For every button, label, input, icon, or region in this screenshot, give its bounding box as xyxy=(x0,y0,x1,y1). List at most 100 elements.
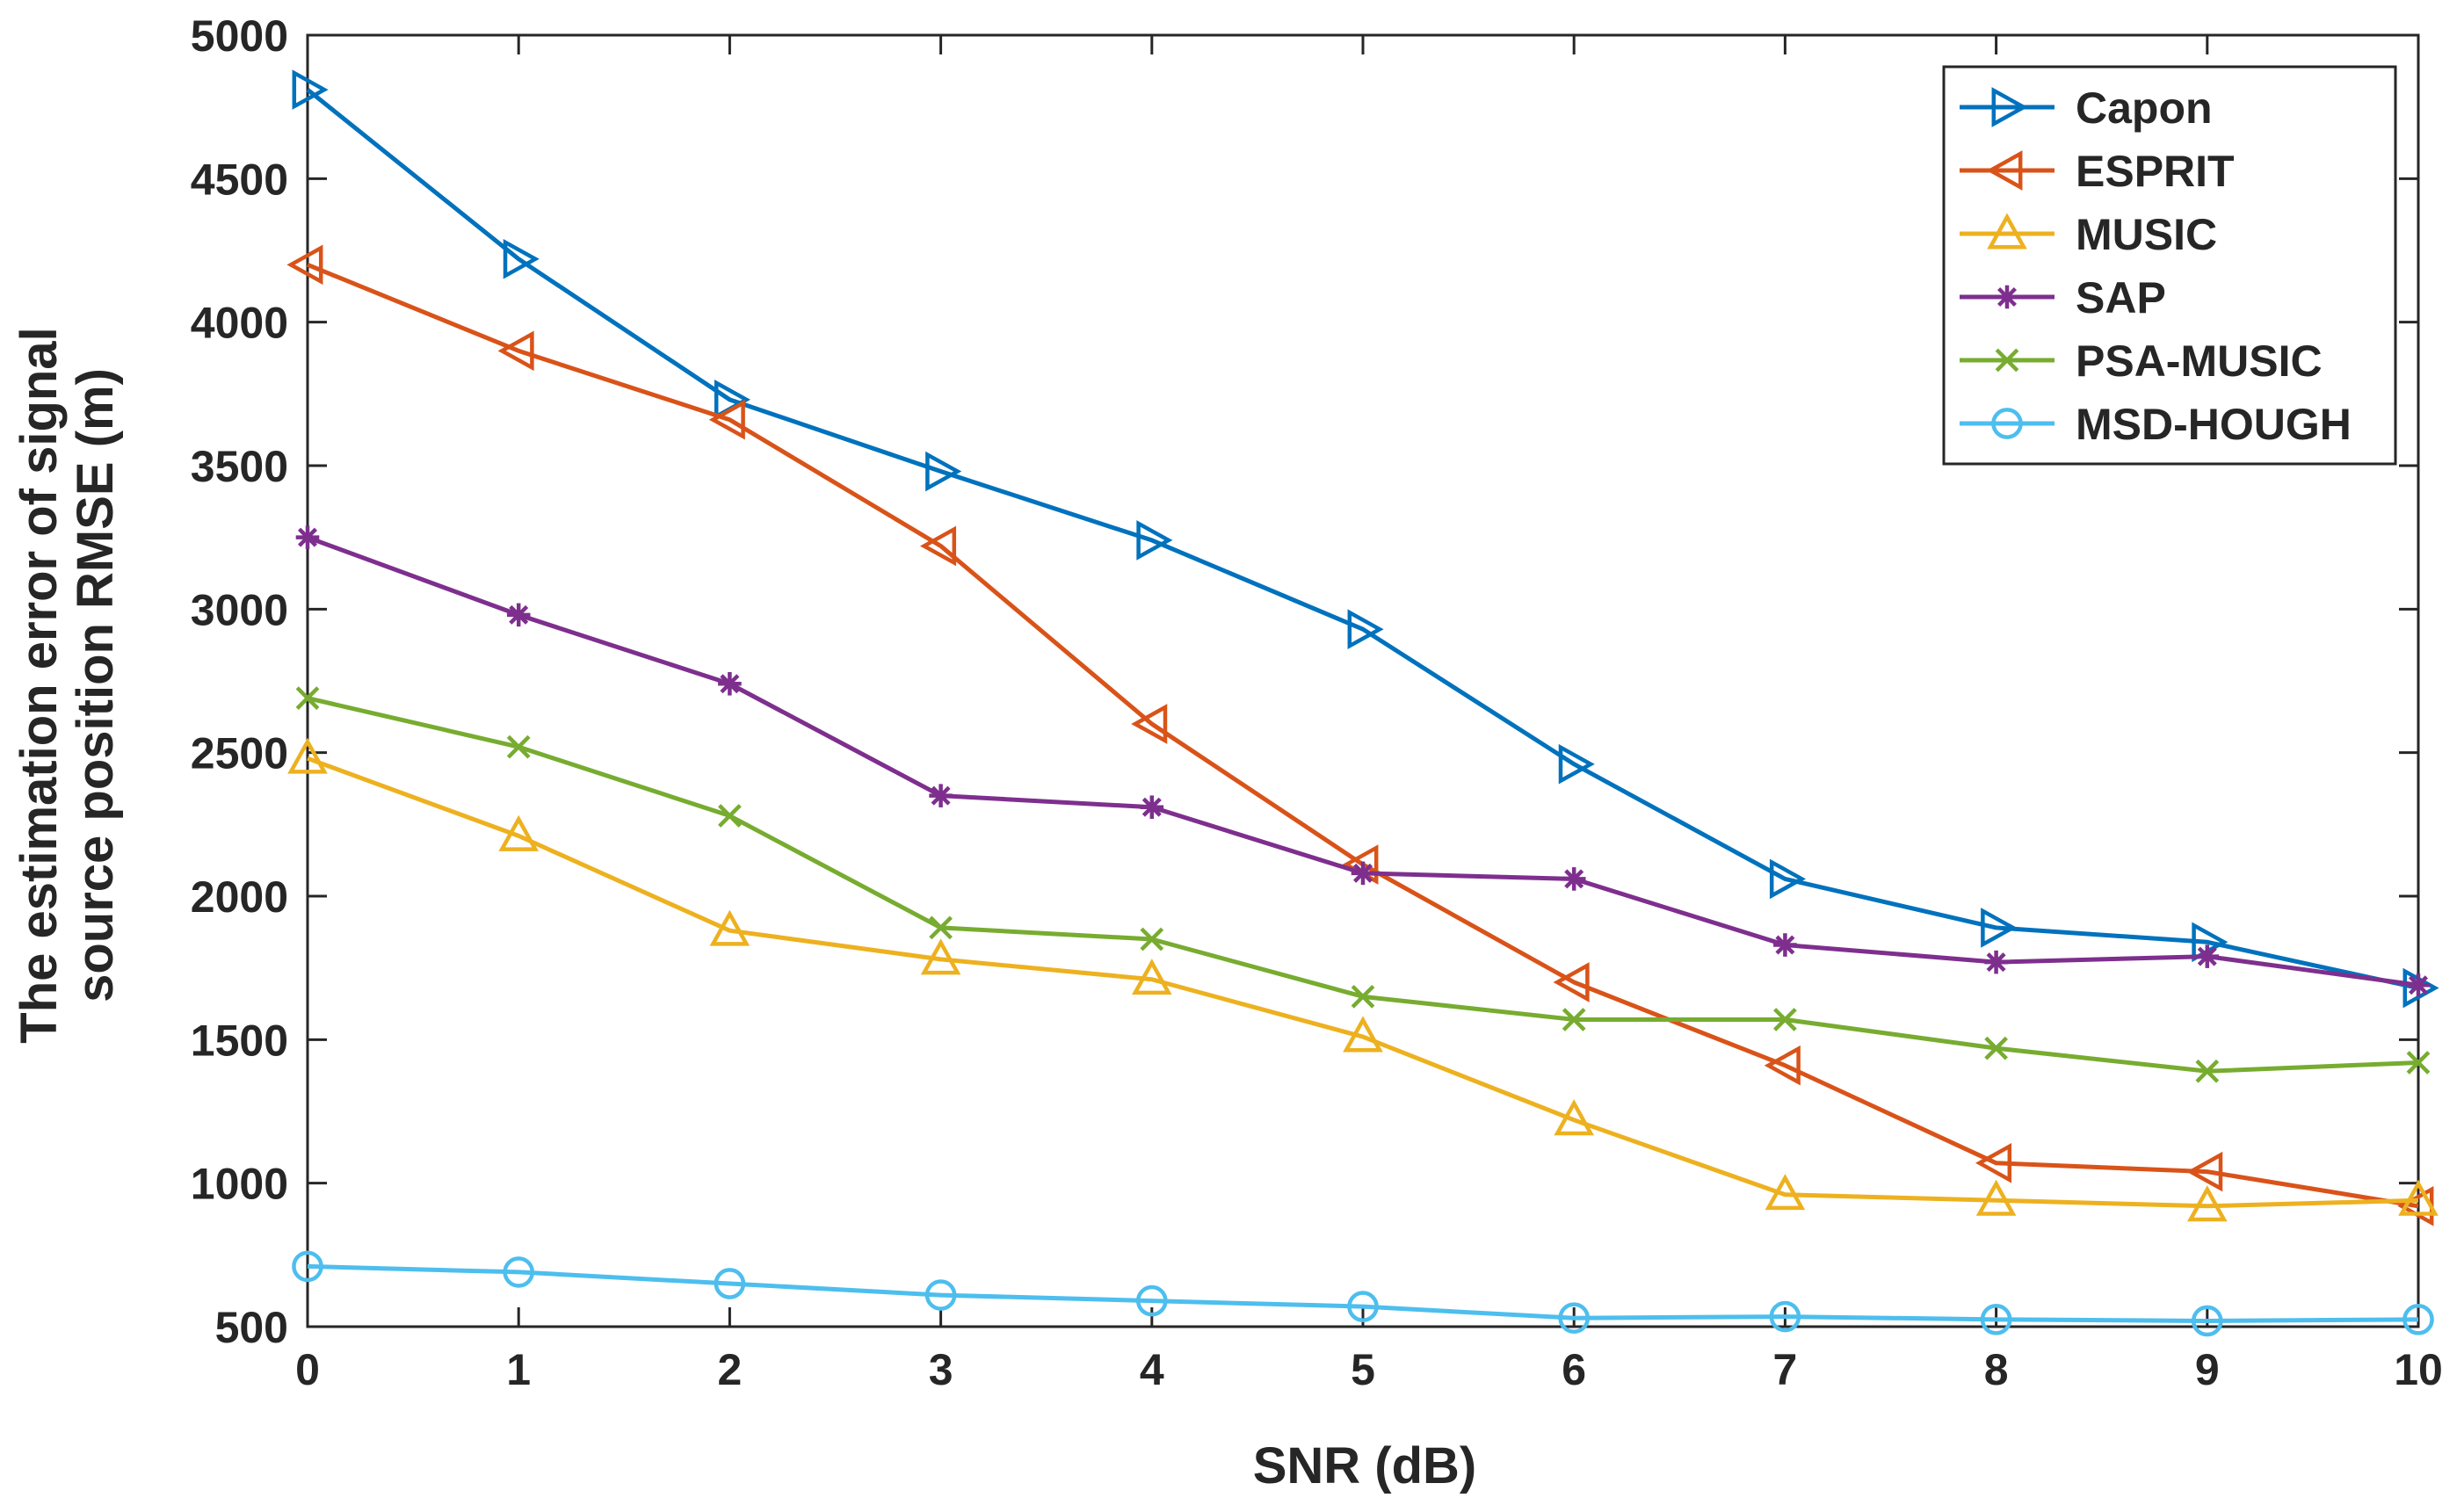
marker-shape xyxy=(1131,959,1172,995)
marker-shape xyxy=(931,785,951,806)
marker-shape xyxy=(2398,1179,2439,1216)
data-point-esprit xyxy=(708,399,745,440)
marker-shape xyxy=(1775,935,1795,955)
x-tick-label: 8 xyxy=(1984,1345,2009,1394)
marker-shape xyxy=(925,451,962,492)
marker-shape xyxy=(1140,927,1164,951)
data-point-psa-music xyxy=(1562,1008,1586,1031)
data-point-psa-music xyxy=(929,915,953,940)
legend-label: SAP xyxy=(2076,273,2166,322)
marker-shape xyxy=(1351,984,1375,1009)
data-point-esprit xyxy=(1553,962,1590,1002)
legend-item-capon: Capon xyxy=(1960,83,2213,133)
marker-shape xyxy=(287,737,328,774)
legend-item-sap: SAP xyxy=(1960,273,2166,322)
legend-marker xyxy=(1991,408,2023,439)
marker-shape xyxy=(1347,1291,1379,1322)
marker-shape xyxy=(292,69,329,110)
data-point-msd-hough xyxy=(924,1279,957,1311)
legend-label: ESPRIT xyxy=(2076,147,2235,196)
data-point-msd-hough xyxy=(714,1268,746,1299)
data-point-psa-music xyxy=(1984,1036,2008,1060)
marker-shape xyxy=(920,938,961,975)
marker-shape xyxy=(286,244,323,286)
x-tick-label: 5 xyxy=(1351,1345,1375,1394)
series-line-music xyxy=(307,756,2419,1209)
x-tick-label: 9 xyxy=(2195,1345,2220,1394)
y-axis-label-line-2: source position RMSE (m) xyxy=(67,368,124,1002)
marker-shape xyxy=(1141,797,1162,817)
data-point-music xyxy=(2186,1185,2228,1222)
marker-shape xyxy=(1984,1036,2008,1060)
data-point-music xyxy=(1131,959,1172,995)
data-point-music xyxy=(920,938,961,975)
marker-shape xyxy=(2191,1305,2223,1337)
marker-shape xyxy=(298,527,317,547)
series-music xyxy=(287,737,2439,1222)
data-point-music xyxy=(709,909,750,946)
data-point-msd-hough xyxy=(1347,1291,1379,1322)
legend-marker xyxy=(1991,87,2028,127)
axes: 0 1 2 3 4 5 6 7 8 9 10 500 1000 1500 2000 2500 3000 3500 4… xyxy=(191,11,2443,1394)
legend-marker xyxy=(1986,150,2023,191)
legend-marker xyxy=(1995,285,2019,309)
marker-shape xyxy=(2409,975,2428,995)
y-tick-label: 4500 xyxy=(191,155,288,204)
data-point-msd-hough xyxy=(1769,1300,1801,1333)
marker-shape xyxy=(1980,1304,2012,1335)
marker-shape xyxy=(1343,1016,1383,1053)
data-point-capon xyxy=(1347,609,1384,650)
marker-shape xyxy=(1558,743,1595,785)
marker-shape xyxy=(1764,1045,1801,1086)
marker-shape xyxy=(718,804,742,828)
x-axis-label: SNR (dB) xyxy=(1253,1437,1477,1494)
marker-shape xyxy=(2186,1151,2223,1192)
data-point-sap xyxy=(1984,950,2008,974)
y-axis-label-line-1: The estimation error of signal xyxy=(11,327,68,1043)
marker-shape xyxy=(1353,863,1373,883)
marker-shape xyxy=(506,734,531,759)
marker-shape xyxy=(924,1279,957,1311)
data-point-sap xyxy=(2406,973,2431,997)
marker-shape xyxy=(720,674,740,694)
data-point-capon xyxy=(925,451,962,492)
marker-shape xyxy=(1769,858,1807,900)
data-point-psa-music xyxy=(295,686,320,710)
data-point-capon xyxy=(292,69,329,110)
y-tick-label: 4000 xyxy=(191,299,288,348)
data-point-esprit xyxy=(286,244,323,286)
data-point-sap xyxy=(506,603,531,627)
data-point-psa-music xyxy=(1773,1008,1797,1031)
marker-shape xyxy=(714,1268,746,1299)
data-point-capon xyxy=(1981,908,2018,948)
marker-shape xyxy=(1553,962,1590,1002)
marker-shape xyxy=(919,525,957,567)
data-point-capon xyxy=(1769,858,1807,900)
marker-shape xyxy=(1975,1142,2012,1183)
marker-shape xyxy=(1562,1008,1586,1031)
series-psa-music xyxy=(295,686,2431,1083)
marker-shape xyxy=(2197,946,2217,966)
data-point-capon xyxy=(1558,743,1595,785)
data-point-esprit xyxy=(497,330,534,372)
data-point-msd-hough xyxy=(1135,1284,1168,1317)
marker-shape xyxy=(498,814,540,851)
series-group xyxy=(286,69,2439,1337)
marker-shape xyxy=(1981,908,2018,948)
marker-shape xyxy=(1558,1302,1591,1335)
marker-shape xyxy=(1986,150,2023,191)
legend-item-psa-music: PSA-MUSIC xyxy=(1960,336,2323,386)
legend-marker xyxy=(1987,213,2027,250)
data-point-esprit xyxy=(1131,704,1168,744)
marker-shape xyxy=(1995,348,2019,373)
legend-item-esprit: ESPRIT xyxy=(1960,147,2235,196)
legend-label: MUSIC xyxy=(2076,210,2217,259)
marker-shape xyxy=(292,1250,323,1283)
marker-shape xyxy=(503,1256,535,1288)
marker-shape xyxy=(1991,408,2023,439)
data-point-music xyxy=(498,814,540,851)
marker-shape xyxy=(1131,704,1168,744)
data-point-music xyxy=(1975,1179,2017,1216)
